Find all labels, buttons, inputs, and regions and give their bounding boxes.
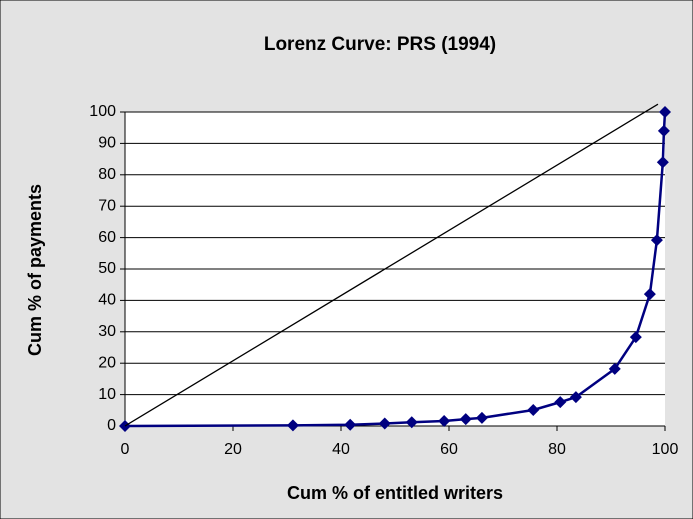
y-tick-label: 100 bbox=[89, 103, 116, 120]
marker bbox=[608, 362, 621, 375]
marker bbox=[459, 413, 472, 426]
marker bbox=[438, 414, 451, 427]
y-axis-title: Cum % of payments bbox=[25, 184, 45, 356]
marker bbox=[659, 106, 671, 118]
marker bbox=[629, 331, 642, 344]
chart-title: Lorenz Curve: PRS (1994) bbox=[264, 34, 496, 55]
marker bbox=[527, 403, 540, 416]
marker bbox=[286, 419, 299, 432]
y-tick-label: 70 bbox=[98, 197, 116, 214]
y-tick-label: 20 bbox=[98, 354, 116, 371]
y-tick-label: 90 bbox=[98, 135, 116, 152]
marker bbox=[405, 416, 418, 429]
x-tick-label: 80 bbox=[548, 441, 566, 458]
x-axis-title: Cum % of entitled writers bbox=[287, 483, 503, 503]
marker bbox=[475, 411, 488, 424]
x-tick-label: 0 bbox=[121, 441, 130, 458]
marker bbox=[344, 418, 357, 431]
y-tick-label: 0 bbox=[107, 417, 116, 434]
y-tick-label: 50 bbox=[98, 260, 116, 277]
y-tick-label: 10 bbox=[98, 386, 116, 403]
x-tick-label: 100 bbox=[652, 441, 679, 458]
marker bbox=[554, 396, 567, 409]
x-tick-label: 20 bbox=[224, 441, 242, 458]
y-tick-label: 80 bbox=[98, 166, 116, 183]
x-tick-label: 60 bbox=[440, 441, 458, 458]
y-tick-label: 40 bbox=[98, 292, 116, 309]
marker bbox=[656, 156, 669, 169]
equality-line bbox=[124, 103, 659, 427]
y-tick-label: 30 bbox=[98, 323, 116, 340]
marker bbox=[378, 417, 391, 430]
x-tick-label: 40 bbox=[332, 441, 350, 458]
marker bbox=[569, 391, 582, 404]
marker bbox=[650, 234, 663, 247]
marker bbox=[643, 288, 656, 301]
y-tick-label: 60 bbox=[98, 229, 116, 246]
marker bbox=[657, 124, 670, 137]
